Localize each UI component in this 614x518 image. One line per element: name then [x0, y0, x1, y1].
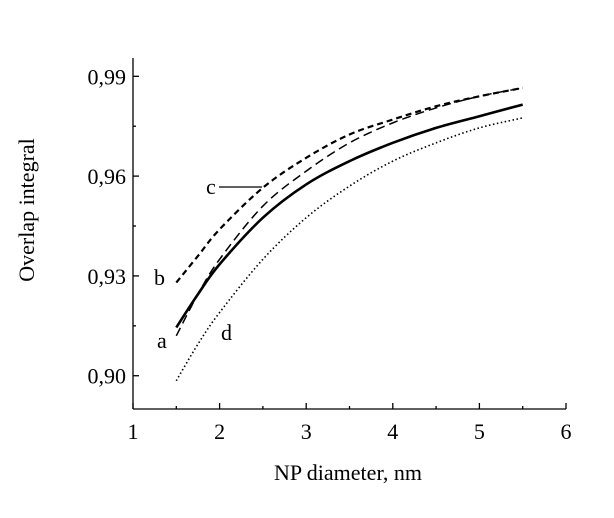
x-tick-label: 3	[301, 419, 312, 444]
x-tick-label: 2	[214, 419, 225, 444]
series-c-line	[175, 87, 523, 337]
axes-layer: 1 2 3 4 5 6 0,90 0,93 0,96 0,99	[88, 58, 572, 444]
x-tick-label: 1	[128, 419, 139, 444]
y-axis-title: Overlap integral	[14, 138, 39, 282]
series-d-line	[175, 117, 523, 382]
y-tick-label: 0,93	[88, 264, 127, 289]
curve-label-d: d	[221, 320, 232, 345]
series-a-line	[175, 103, 524, 329]
curve-label-c: c	[206, 174, 216, 199]
y-tick-label: 0,96	[88, 164, 127, 189]
curve-labels: a b c d	[154, 174, 262, 353]
curve-label-a: a	[157, 328, 167, 353]
x-tick-label: 5	[474, 419, 485, 444]
x-tick-label: 4	[387, 419, 398, 444]
series-layer	[175, 86, 524, 382]
curve-label-b: b	[154, 265, 165, 290]
x-axis-title: NP diameter, nm	[274, 460, 422, 485]
y-tick-label: 0,90	[88, 364, 127, 389]
y-tick-label: 0,99	[88, 64, 127, 89]
x-tick-label: 6	[561, 419, 572, 444]
